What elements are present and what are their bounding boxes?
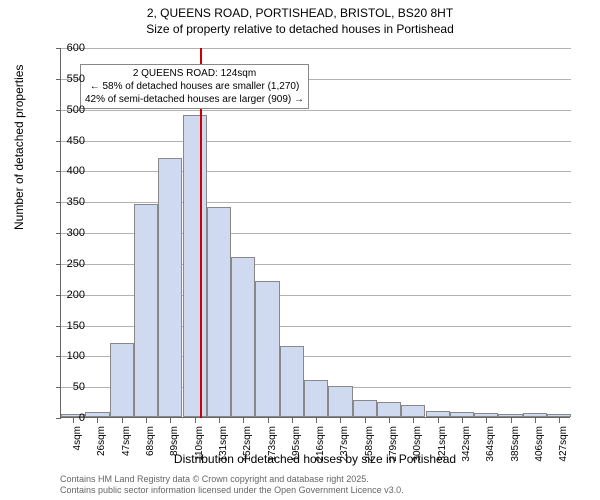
chart-title-sub: Size of property relative to detached ho… (0, 20, 600, 36)
footer-text: Contains HM Land Registry data © Crown c… (60, 474, 404, 496)
histogram-bar (207, 207, 231, 417)
xtick-mark (365, 418, 366, 423)
histogram-bar (85, 412, 109, 417)
xtick-mark (316, 418, 317, 423)
ytick-label: 550 (67, 73, 85, 85)
ytick-label: 0 (79, 412, 85, 424)
annotation-line: 2 QUEENS ROAD: 124sqm (85, 67, 304, 80)
ytick-label: 600 (67, 42, 85, 54)
annotation-line: ← 58% of detached houses are smaller (1,… (85, 80, 304, 93)
ytick-mark (56, 110, 61, 111)
xtick-mark (243, 418, 244, 423)
ytick-label: 350 (67, 196, 85, 208)
ytick-mark (56, 264, 61, 265)
xtick-mark (219, 418, 220, 423)
xtick-mark (438, 418, 439, 423)
ytick-mark (56, 418, 61, 419)
histogram-bar (450, 412, 474, 417)
gridline (61, 48, 571, 49)
xtick-mark (195, 418, 196, 423)
xtick-mark (122, 418, 123, 423)
chart-container: 2, QUEENS ROAD, PORTISHEAD, BRISTOL, BS2… (0, 0, 600, 500)
histogram-bar (280, 346, 304, 417)
y-axis-label: Number of detached properties (12, 65, 26, 230)
ytick-mark (56, 326, 61, 327)
ytick-mark (56, 79, 61, 80)
ytick-mark (56, 356, 61, 357)
ytick-label: 250 (67, 258, 85, 270)
xtick-mark (511, 418, 512, 423)
ytick-mark (56, 387, 61, 388)
chart-area: 4sqm26sqm47sqm68sqm89sqm110sqm131sqm152s… (60, 48, 570, 418)
histogram-bar (426, 411, 450, 417)
ytick-label: 50 (73, 381, 85, 393)
annotation-line: 42% of semi-detached houses are larger (… (85, 93, 304, 106)
histogram-bar (110, 343, 134, 417)
histogram-bar (158, 158, 182, 417)
gridline (61, 110, 571, 111)
gridline (61, 141, 571, 142)
xtick-mark (413, 418, 414, 423)
ytick-label: 500 (67, 104, 85, 116)
ytick-mark (56, 171, 61, 172)
histogram-bar (328, 386, 352, 417)
histogram-bar (401, 405, 425, 417)
xtick-mark (535, 418, 536, 423)
histogram-bar (304, 380, 328, 417)
histogram-bar (547, 414, 571, 417)
xtick-mark (268, 418, 269, 423)
ytick-label: 150 (67, 320, 85, 332)
xtick-mark (559, 418, 560, 423)
xtick-mark (340, 418, 341, 423)
annotation-box: 2 QUEENS ROAD: 124sqm← 58% of detached h… (80, 64, 309, 109)
histogram-bar (183, 115, 207, 417)
footer-line1: Contains HM Land Registry data © Crown c… (60, 474, 404, 485)
histogram-bar (231, 257, 255, 417)
xtick-mark (97, 418, 98, 423)
ytick-label: 450 (67, 135, 85, 147)
histogram-bar (498, 414, 522, 417)
histogram-bar (523, 413, 547, 417)
histogram-bar (377, 402, 401, 417)
ytick-label: 300 (67, 227, 85, 239)
footer-line2: Contains public sector information licen… (60, 485, 404, 496)
xtick-mark (73, 418, 74, 423)
xtick-mark (292, 418, 293, 423)
xtick-mark (486, 418, 487, 423)
histogram-bar (474, 413, 498, 417)
ytick-label: 200 (67, 289, 85, 301)
histogram-bar (255, 281, 279, 417)
ytick-label: 400 (67, 165, 85, 177)
histogram-bar (353, 400, 377, 417)
ytick-mark (56, 295, 61, 296)
xtick-mark (146, 418, 147, 423)
x-axis-label: Distribution of detached houses by size … (60, 452, 570, 466)
ytick-mark (56, 141, 61, 142)
histogram-bar (134, 204, 158, 417)
ytick-mark (56, 48, 61, 49)
gridline (61, 202, 571, 203)
xtick-mark (389, 418, 390, 423)
xtick-mark (462, 418, 463, 423)
ytick-mark (56, 233, 61, 234)
gridline (61, 171, 571, 172)
xtick-mark (170, 418, 171, 423)
ytick-mark (56, 202, 61, 203)
ytick-label: 100 (67, 350, 85, 362)
chart-title-main: 2, QUEENS ROAD, PORTISHEAD, BRISTOL, BS2… (0, 0, 600, 20)
